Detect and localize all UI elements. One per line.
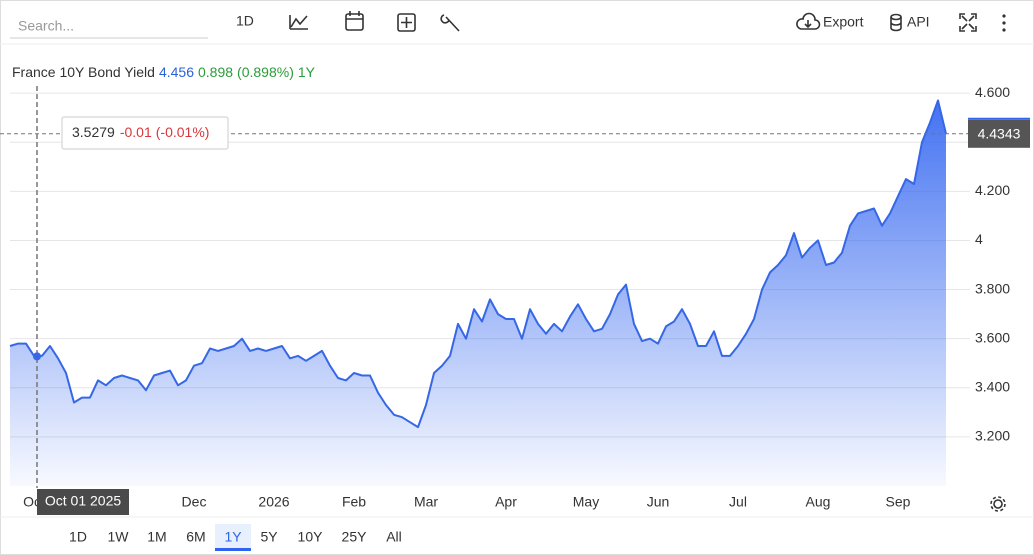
export-icon[interactable] (796, 12, 821, 30)
x-tick-label: Jun (647, 494, 670, 510)
fullscreen-icon[interactable] (959, 13, 977, 32)
chart-type-icon[interactable] (289, 15, 308, 30)
range-button[interactable]: All (386, 529, 402, 545)
y-tick-label: 4 (975, 231, 983, 247)
period: 1Y (298, 64, 316, 80)
crosshair-change: -0.01 (120, 124, 152, 140)
last-price-label: 4.4343 (978, 126, 1021, 142)
tools-icon[interactable] (440, 14, 460, 32)
change: 0.898 (198, 64, 233, 80)
line (9, 99, 947, 429)
add-icon[interactable] (397, 13, 416, 32)
crosshair-change-pct: (-0.01%) (156, 124, 210, 140)
x-tick-label: Sep (886, 494, 911, 510)
chart-title: France 10Y Bond Yield (12, 64, 155, 80)
y-tick-label: 3.400 (975, 378, 1010, 394)
y-tick-label: 3.600 (975, 329, 1010, 345)
api-icon[interactable] (890, 13, 902, 32)
x-tick-label: May (573, 494, 599, 510)
x-tick-label: Apr (495, 494, 517, 510)
x-tick-label: 2026 (258, 494, 289, 510)
range-active-bar (215, 548, 251, 551)
range-button[interactable]: 1W (108, 529, 130, 545)
crosshair-date-box (37, 489, 129, 515)
area-fill (10, 100, 946, 486)
change-pct: (0.898%) (237, 64, 294, 80)
export-button[interactable]: Export (823, 14, 864, 30)
range-button[interactable]: 1Y (224, 529, 242, 545)
chart-header: France 10Y Bond Yield 4.456 0.898 (0.898%) 1… (12, 64, 316, 80)
range-button[interactable]: 6M (186, 529, 205, 545)
range-button[interactable]: 10Y (298, 529, 324, 545)
x-tick-label: Aug (806, 494, 831, 510)
search-input[interactable]: Search... (18, 18, 74, 34)
menu-icon[interactable] (1002, 14, 1006, 32)
crosshair-value: 3.5279 (72, 124, 115, 140)
crosshair-tooltip-text: 3.5279 -0.01 (-0.01%) (72, 124, 209, 140)
y-tick-label: 4.600 (975, 84, 1010, 100)
x-tick-label: Jul (729, 494, 747, 510)
range-button[interactable]: 1D (69, 529, 87, 545)
settings-icon[interactable] (990, 496, 1006, 512)
x-tick-label: Mar (414, 494, 438, 510)
crosshair-tooltip (61, 116, 229, 150)
range-button[interactable]: 25Y (342, 529, 368, 545)
y-tick-label: 4.200 (975, 182, 1010, 198)
range-bar: 1D 1W 1M 6M 1Y 5Y 10Y 25Y All (69, 524, 402, 551)
y-tick-label: 3.200 (975, 428, 1010, 444)
last-price-box (968, 119, 1030, 148)
plot-area: 3.2003.4003.6003.80044.2004.4004.600OctD… (0, 84, 1030, 515)
crosshair-date: Oct 01 2025 (45, 493, 121, 509)
api-button[interactable]: API (907, 14, 930, 30)
range-button[interactable]: 1M (147, 529, 166, 545)
last-value: 4.456 (159, 64, 194, 80)
x-tick-label: Feb (342, 494, 366, 510)
calendar-icon[interactable] (345, 11, 364, 31)
y-tick-label: 3.800 (975, 280, 1010, 296)
crosshair-dot (33, 352, 41, 361)
x-tick-label: Dec (182, 494, 207, 510)
interval-button[interactable]: 1D (236, 13, 254, 29)
range-active-bg (215, 524, 251, 551)
range-button[interactable]: 5Y (260, 529, 278, 545)
